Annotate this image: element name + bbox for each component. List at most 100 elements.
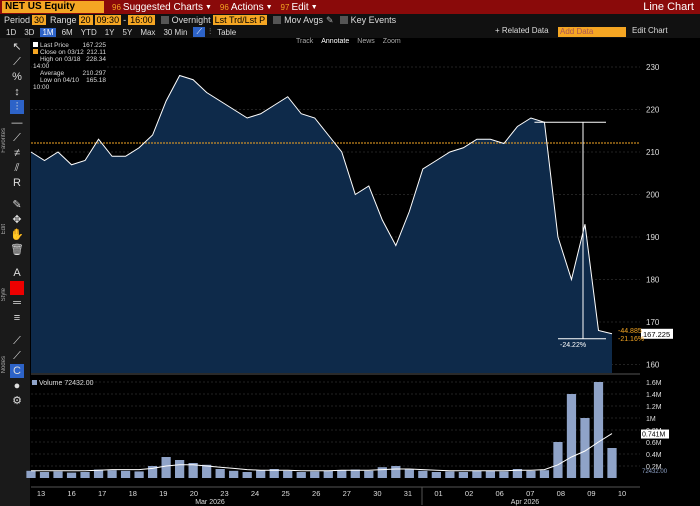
range-5y[interactable]: 5Y [122, 27, 133, 37]
line-tool-icon[interactable]: ⟋ [13, 56, 21, 68]
volume-bar [134, 471, 144, 478]
chevron-down-icon: ▼ [265, 3, 273, 11]
gear-icon[interactable]: ⚙ [12, 395, 22, 407]
volume-bar [472, 470, 482, 478]
x-tick-label: 01 [434, 489, 442, 498]
annotate-button[interactable]: Annotate [321, 38, 350, 45]
x-tick-label: 09 [587, 489, 595, 498]
range-1y[interactable]: 1Y [104, 27, 115, 37]
legend-average: Average 210.297 [40, 70, 106, 77]
range-ytd[interactable]: YTD [80, 27, 97, 37]
volume-tick-label: 0.2M [646, 464, 662, 471]
range-3d[interactable]: 3D [24, 27, 35, 37]
overnight-checkbox[interactable] [160, 16, 169, 24]
font-icon[interactable]: A [13, 267, 21, 279]
edit-chart-button[interactable]: Edit Chart [632, 26, 668, 35]
line-style-icon[interactable]: ═ [13, 297, 21, 309]
range-1d[interactable]: 1D [6, 27, 17, 37]
interval-select[interactable]: 30 Min [163, 27, 188, 37]
actions-menu[interactable]: 96 Actions ▼ [219, 1, 273, 13]
ticker-field[interactable]: NET US Equity [2, 1, 104, 13]
bar-chart-icon[interactable]: ⫶ [209, 27, 212, 36]
volume-bar [607, 448, 617, 478]
volume-bar [350, 469, 360, 478]
related-data-button[interactable]: + Related Data [495, 26, 549, 35]
volume-last-label: 72432.00 [642, 469, 668, 475]
volume-bar [147, 466, 158, 478]
horizontal-line-icon[interactable]: — [11, 117, 23, 129]
annotate-toolbar: Track Annotate News Zoom [296, 38, 401, 45]
range-input[interactable]: 20 [78, 15, 93, 25]
node-edit-icon[interactable]: ⟋ [13, 350, 21, 362]
news-button[interactable]: News [357, 38, 375, 45]
volume-legend: Volume 72432.00 [32, 380, 94, 387]
measure-tool-icon[interactable]: ↕ [14, 86, 20, 98]
track-button[interactable]: Track [296, 38, 314, 45]
legend-low: Low on 04/10 10:00 165.18 [33, 77, 106, 91]
x-tick-label: 26 [312, 489, 320, 498]
price-change-label: -44.885 [618, 328, 642, 335]
bar-tool-icon[interactable]: ⫶ [10, 100, 24, 114]
node-tool-icon[interactable]: ⟋ [13, 335, 21, 347]
pencil-icon[interactable]: ✎ [326, 14, 334, 25]
palette-icon[interactable]: ● [13, 380, 21, 392]
volume-tick-label: 0.6M [646, 440, 662, 447]
tool-sidebar: Favorites Edit Style Nodes ↖ ⟋ % ↕ ⫶ — ⟋… [0, 38, 30, 506]
price-tick-label: 160 [646, 361, 660, 370]
line-width-icon[interactable]: ≡ [13, 312, 21, 324]
pen-icon[interactable]: ✎ [12, 199, 22, 211]
table-button[interactable]: Table [217, 27, 237, 37]
price-tick-label: 180 [646, 276, 660, 285]
edit-menu[interactable]: 97 Edit ▼ [280, 1, 318, 13]
month-label: Mar 2026 [195, 499, 225, 506]
volume-bar [215, 469, 225, 478]
move-icon[interactable]: ✥ [12, 214, 22, 226]
fib-icon[interactable]: ⫽ [14, 162, 20, 174]
price-line [30, 74, 613, 335]
range-1m[interactable]: 1M [40, 27, 56, 37]
cursor-icon[interactable]: ↖ [12, 41, 22, 53]
suggested-charts-menu[interactable]: 96 Suggested Charts ▼ [112, 1, 212, 13]
last-price-label: 167.225 [643, 330, 670, 339]
color-picker-icon[interactable] [10, 281, 24, 295]
percent-tool-icon[interactable]: % [12, 71, 22, 83]
range-max[interactable]: Max [140, 27, 156, 37]
x-tick-label: 13 [37, 489, 45, 498]
period-input[interactable]: 30 [32, 15, 47, 25]
x-tick-label: 02 [465, 489, 473, 498]
mov-avgs-checkbox[interactable] [273, 16, 282, 24]
x-tick-label: 08 [557, 489, 565, 498]
hand-icon[interactable]: ✋ [10, 229, 24, 241]
overnight-select[interactable]: Lst Trd/Lst P [212, 15, 268, 25]
price-tick-label: 190 [646, 233, 660, 242]
period-label: Period [4, 15, 31, 25]
x-tick-label: 18 [129, 489, 137, 498]
add-data-input[interactable]: Add Data [558, 27, 626, 37]
time-end-input[interactable]: 16:00 [128, 15, 155, 25]
curve-icon[interactable]: C [10, 364, 24, 378]
volume-bar [553, 442, 563, 478]
range-label: Range [50, 15, 77, 25]
channel-icon[interactable]: ≠ [13, 147, 21, 159]
overnight-label: Overnight [171, 15, 211, 25]
last-price-marker [641, 328, 673, 339]
x-tick-label: 31 [404, 489, 412, 498]
time-start-input[interactable]: 09:30 [94, 15, 122, 25]
volume-bar [202, 464, 212, 478]
x-tick-label: 17 [98, 489, 106, 498]
volume-bar [526, 470, 536, 478]
zoom-button[interactable]: Zoom [382, 38, 401, 45]
range-6m[interactable]: 6M [61, 27, 73, 37]
trash-icon[interactable]: 🗑 [10, 244, 24, 256]
trend-line-icon[interactable]: ⟋ [13, 132, 21, 144]
price-tick-label: 200 [646, 191, 660, 200]
settings-bar: Period 30 Range 20 09:30 - 16:00 Overnig… [0, 14, 700, 26]
key-events-checkbox[interactable] [339, 16, 348, 24]
line-chart-icon[interactable]: ⟋ [193, 27, 206, 37]
ray-icon[interactable]: R [13, 177, 21, 189]
volume-bar [364, 470, 374, 478]
title-bar: NET US Equity 96 Suggested Charts ▼ 96 Acti… [0, 0, 700, 14]
volume-tick-label: 1M [646, 416, 656, 423]
volume-bar [269, 469, 279, 478]
